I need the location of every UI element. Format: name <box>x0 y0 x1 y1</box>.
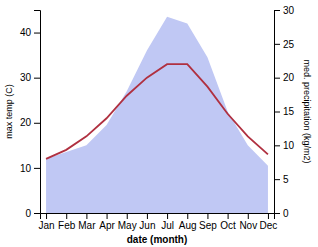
y2-tick-mark <box>274 112 280 113</box>
y-tick: 10 <box>20 163 40 174</box>
y-tick-label: 10 <box>20 163 32 174</box>
y2-tick-label: 25 <box>283 39 295 50</box>
x-tick-mark <box>86 213 87 219</box>
y-tick-label: 30 <box>20 72 32 83</box>
y2-tick-mark <box>274 213 280 214</box>
x-tick-mark <box>167 213 168 219</box>
y2-axis-line <box>275 11 281 214</box>
y-tick-label: 20 <box>20 117 32 128</box>
x-tick: Aug <box>179 213 197 231</box>
y2-tick-label: 5 <box>283 174 289 185</box>
x-tick: Apr <box>99 213 115 231</box>
x-tick-label: May <box>118 220 137 231</box>
y2-tick-label: 30 <box>283 5 295 16</box>
y2-tick-mark <box>274 44 280 45</box>
y-tick-mark <box>34 213 40 214</box>
x-tick-label: Aug <box>179 220 197 231</box>
y2-tick: 0 <box>274 208 289 219</box>
y-tick: 40 <box>20 27 40 38</box>
x-tick-label: Nov <box>239 220 257 231</box>
x-axis: Jan FebMarAprMayJun Jul AugSepOctNovDec <box>38 213 277 231</box>
y2-tick-mark <box>274 145 280 146</box>
x-tick: Feb <box>58 213 76 231</box>
x-tick-label: Sep <box>199 220 217 231</box>
x-tick-mark <box>66 213 67 219</box>
y-axis-title: max temp (C) <box>4 84 14 139</box>
y-tick-mark <box>34 78 40 79</box>
x-tick-label: Feb <box>58 220 76 231</box>
x-tick-mark <box>207 213 208 219</box>
x-tick: Nov <box>239 213 257 231</box>
y-tick-mark <box>34 33 40 34</box>
y-tick-label: 0 <box>25 208 31 219</box>
precip-area <box>46 17 268 213</box>
y2-tick: 30 <box>274 5 295 16</box>
y-tick: 0 <box>25 208 40 219</box>
x-tick-mark <box>147 213 148 219</box>
x-tick-label: Apr <box>99 220 115 231</box>
x-axis-title: date (month) <box>127 234 188 245</box>
x-axis-line <box>41 214 275 220</box>
y2-tick: 10 <box>274 140 295 151</box>
y2-axis: 0 5 10 15 20 25 30 <box>274 5 295 219</box>
x-tick: Oct <box>220 213 236 231</box>
y-tick: 20 <box>20 117 40 128</box>
x-tick-label: Jun <box>139 220 155 231</box>
x-tick-label: Jan <box>38 220 54 231</box>
y-tick-mark <box>34 168 40 169</box>
x-tick-mark <box>46 213 47 219</box>
x-tick-label: Oct <box>220 220 236 231</box>
x-tick: Dec <box>260 213 278 231</box>
y2-tick-label: 20 <box>283 72 295 83</box>
x-tick-mark <box>107 213 108 219</box>
temp-line <box>46 64 268 159</box>
y2-axis-title: med. precipitation (kg/m2) <box>302 59 312 163</box>
y2-tick-label: 10 <box>283 140 295 151</box>
y2-tick-mark <box>274 179 280 180</box>
x-tick: Jan <box>38 213 54 231</box>
y-tick-mark <box>34 123 40 124</box>
plot-root: Jan FebMarAprMayJun Jul AugSepOctNovDec 0 10 2… <box>4 5 312 245</box>
x-tick: Sep <box>199 213 217 231</box>
y-tick-label: 40 <box>20 27 32 38</box>
x-tick-label: Jul <box>161 220 174 231</box>
y2-tick-mark <box>274 10 280 11</box>
x-tick-mark <box>268 213 269 219</box>
y2-tick: 15 <box>274 106 295 117</box>
y2-tick: 20 <box>274 72 295 83</box>
chart-container: Jan FebMarAprMayJun Jul AugSepOctNovDec 0 10 2… <box>0 0 318 247</box>
y2-tick: 5 <box>274 174 289 185</box>
x-tick: Mar <box>78 213 96 231</box>
chart-svg: Jan FebMarAprMayJun Jul AugSepOctNovDec 0 10 2… <box>0 0 318 247</box>
plot-area <box>46 17 268 213</box>
y2-tick-label: 15 <box>283 106 295 117</box>
x-tick: Jul <box>161 213 174 231</box>
x-tick-label: Dec <box>260 220 278 231</box>
x-tick-mark <box>228 213 229 219</box>
x-tick: Jun <box>139 213 155 231</box>
x-tick: May <box>118 213 137 231</box>
x-tick-mark <box>248 213 249 219</box>
y-axis-line <box>34 11 41 214</box>
y-axis: 0 10 20 30 40 <box>20 11 41 219</box>
x-tick-mark <box>127 213 128 219</box>
y2-tick-label: 0 <box>283 208 289 219</box>
y2-tick-mark <box>274 78 280 79</box>
y-tick: 30 <box>20 72 40 83</box>
x-tick-label: Mar <box>78 220 96 231</box>
x-tick-mark <box>187 213 188 219</box>
y2-tick: 25 <box>274 39 295 50</box>
